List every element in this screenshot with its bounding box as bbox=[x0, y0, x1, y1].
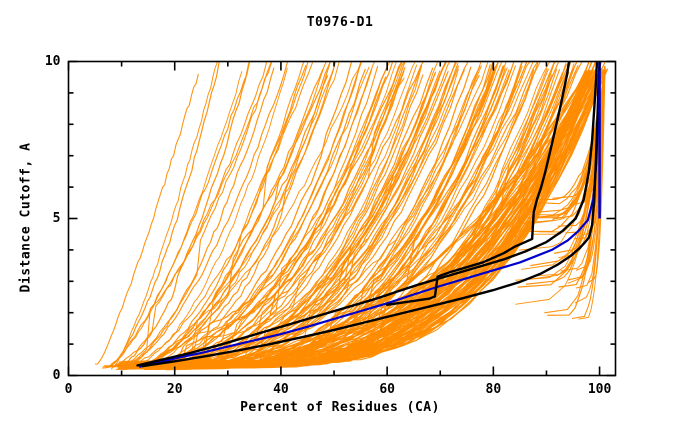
axis-ticks bbox=[67, 60, 616, 377]
model-curve bbox=[110, 61, 219, 370]
y-tick-label: 0 bbox=[52, 367, 61, 383]
model-curve bbox=[122, 67, 288, 368]
highlight-curve-highlight-blue bbox=[139, 61, 601, 368]
model-curve bbox=[136, 71, 603, 365]
x-axis-label: Percent of Residues (CA) bbox=[240, 400, 440, 415]
y-tick-label: 5 bbox=[52, 210, 61, 226]
x-tick-label: 60 bbox=[379, 381, 395, 397]
model-curve bbox=[102, 61, 251, 368]
model-curve bbox=[101, 71, 243, 369]
model-curve bbox=[123, 69, 605, 367]
highlight-curve-highlight-black-mid bbox=[136, 61, 599, 367]
x-tick-label: 80 bbox=[485, 381, 502, 397]
y-tick-label: 10 bbox=[44, 53, 61, 69]
model-curve bbox=[103, 61, 268, 367]
x-tick-label: 100 bbox=[587, 381, 612, 397]
highlight-curve-highlight-black-lower bbox=[141, 61, 601, 368]
model-curve bbox=[109, 61, 251, 368]
page-title: T0976-D1 bbox=[306, 15, 374, 30]
model-curve bbox=[134, 70, 605, 363]
model-curve bbox=[139, 72, 587, 369]
model-curve bbox=[108, 61, 273, 368]
x-tick-label: 40 bbox=[273, 381, 289, 397]
y-axis-label: Distance Cutoff, A bbox=[18, 142, 34, 293]
model-curve bbox=[113, 61, 314, 367]
x-tick-label: 0 bbox=[64, 381, 73, 397]
model-curve bbox=[94, 73, 199, 365]
model-curve bbox=[125, 68, 324, 366]
model-curve bbox=[117, 61, 273, 369]
model-curve bbox=[142, 68, 604, 365]
model-curve bbox=[105, 62, 220, 368]
model-curve bbox=[114, 61, 289, 365]
x-tick-label: 20 bbox=[166, 381, 183, 397]
